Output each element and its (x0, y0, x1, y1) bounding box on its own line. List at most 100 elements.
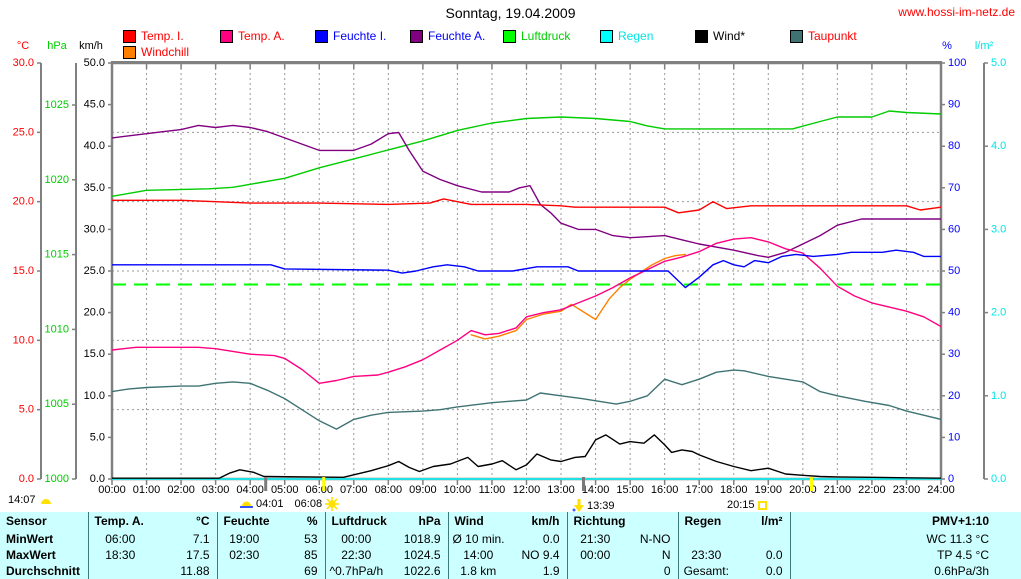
svg-text:50.0: 50.0 (84, 57, 105, 69)
svg-text:10.0: 10.0 (84, 390, 105, 402)
svg-text:35.0: 35.0 (84, 182, 105, 194)
cell: TP 4.5 °C (789, 547, 1021, 563)
legend-label: Taupunkt (808, 29, 857, 43)
cell: 0.6hPa/3h (789, 563, 1021, 579)
legend-swatch (410, 29, 423, 43)
row-label: MaxWert (6, 548, 56, 562)
svg-text:5.0: 5.0 (90, 431, 105, 443)
website-link[interactable]: www.hossi-im-netz.de (898, 5, 1015, 19)
cell (677, 531, 734, 547)
svg-text:l/m²: l/m² (975, 40, 994, 52)
svg-text:1.0: 1.0 (991, 390, 1006, 402)
cell: 23:30 (677, 547, 734, 563)
svg-text:15.0: 15.0 (84, 348, 105, 360)
svg-text:30: 30 (948, 348, 960, 360)
legend-label: Temp. A. (238, 29, 285, 43)
cell: 0 (663, 564, 671, 578)
cell: WC 11.3 °C (789, 531, 1021, 547)
svg-text:20: 20 (948, 390, 960, 402)
svg-text:1025: 1025 (45, 99, 69, 111)
svg-text:90: 90 (948, 99, 960, 111)
svg-text:20.0: 20.0 (13, 196, 34, 208)
moonset-time: 13:39 (587, 499, 615, 512)
svg-text:00:00: 00:00 (98, 484, 126, 496)
weather-chart: 00:00 01:00 02:00 03:00 04:00 05:00 06:00 07:00… (13, 40, 1007, 496)
cell: 0.0 (542, 532, 560, 546)
moonrise-marker: 14:07 (8, 494, 53, 506)
legend-swatch (790, 29, 803, 43)
legend-label: Wind* (713, 29, 746, 43)
svg-text:1005: 1005 (45, 398, 69, 410)
row-label: MinWert (6, 532, 54, 546)
legend-label: Luftdruck (521, 29, 571, 43)
sunset-marker: 20:15 (727, 499, 767, 511)
row-label: Durchschnitt (6, 564, 81, 578)
svg-text:40: 40 (948, 307, 960, 319)
legend-label: Temp. I. (141, 29, 184, 43)
legend-item-feuchte-i: Feuchte I. (315, 29, 386, 43)
svg-text:25.0: 25.0 (13, 126, 34, 138)
svg-text:16:00: 16:00 (651, 484, 679, 496)
svg-text:hPa: hPa (47, 40, 67, 52)
svg-text:22:00: 22:00 (858, 484, 886, 496)
svg-text:15:00: 15:00 (616, 484, 644, 496)
svg-text:21:00: 21:00 (824, 484, 852, 496)
legend-label: Feuchte I. (333, 29, 387, 43)
svg-text:11:00: 11:00 (479, 484, 506, 496)
svg-text:15.0: 15.0 (13, 265, 34, 277)
cell: 1024.5 (403, 548, 441, 562)
legend-swatch (315, 29, 328, 43)
sunrise-time: 06:08 (294, 498, 323, 510)
cell: 1.9 (542, 564, 560, 578)
moonrise-time: 14:07 (8, 494, 36, 506)
col-temp-a: Temp. A. (87, 512, 152, 531)
cell: 1.8 km (447, 563, 508, 579)
svg-text:03:00: 03:00 (202, 484, 230, 496)
svg-text:12:00: 12:00 (513, 484, 541, 496)
legend-item-taupunkt: Taupunkt (790, 29, 857, 43)
cell: 19:00 (216, 531, 271, 547)
col-feuchte-unit: % (306, 514, 318, 528)
col-wind: Wind (447, 512, 508, 531)
table-header-row: Sensor Temp. A. °C Feuchte A. % Luftdruc… (0, 512, 1021, 531)
legend-item-regen: Regen (600, 29, 653, 43)
cell: 18:30 (87, 547, 152, 563)
sunset-time: 20:15 (727, 499, 755, 511)
svg-text:50: 50 (948, 265, 960, 277)
col-feuchte-a: Feuchte A. (216, 512, 271, 531)
legend-label: Feuchte A. (428, 29, 486, 43)
page-title: Sonntag, 19.04.2009 (445, 5, 576, 21)
cell (734, 531, 790, 547)
col-luftdruck-unit: hPa (418, 514, 441, 528)
col-sensor: Sensor (6, 514, 47, 528)
moon-icon (39, 496, 53, 505)
cell: 14:00 (447, 547, 508, 563)
svg-text:01:00: 01:00 (133, 484, 161, 496)
table-row-minwert: MinWert 06:00 7.1 19:00 53 00:00 1018.9 … (0, 531, 1021, 547)
legend-swatch (695, 29, 708, 43)
legend-swatch (220, 29, 233, 43)
svg-text:80: 80 (948, 140, 960, 152)
svg-text:1015: 1015 (45, 249, 69, 261)
cell: 21:30 (566, 531, 623, 547)
svg-text:%: % (942, 40, 952, 52)
cell: Ø 10 min. (447, 531, 508, 547)
col-regen-unit: l/m² (761, 514, 783, 528)
sun-icon (325, 497, 340, 511)
legend-item-luftdruck: Luftdruck (503, 29, 570, 43)
col-richtung: Richtung (566, 512, 678, 531)
svg-text:0.0: 0.0 (90, 473, 105, 485)
svg-text:30.0: 30.0 (84, 223, 105, 235)
legend-swatch (600, 29, 613, 43)
col-temp-unit: °C (196, 514, 210, 528)
cell (566, 563, 623, 579)
dawn-icon (240, 498, 253, 510)
svg-text:17:00: 17:00 (685, 484, 713, 496)
svg-text:km/h: km/h (79, 40, 103, 52)
cell: 7.1 (192, 532, 210, 546)
col-luftdruck: Luftdruck (324, 512, 387, 531)
svg-text:14:00: 14:00 (582, 484, 610, 496)
cell: 22:30 (324, 547, 387, 563)
legend-item-temp-a: Temp. A. (220, 29, 285, 43)
cell: 1022.6 (403, 564, 441, 578)
